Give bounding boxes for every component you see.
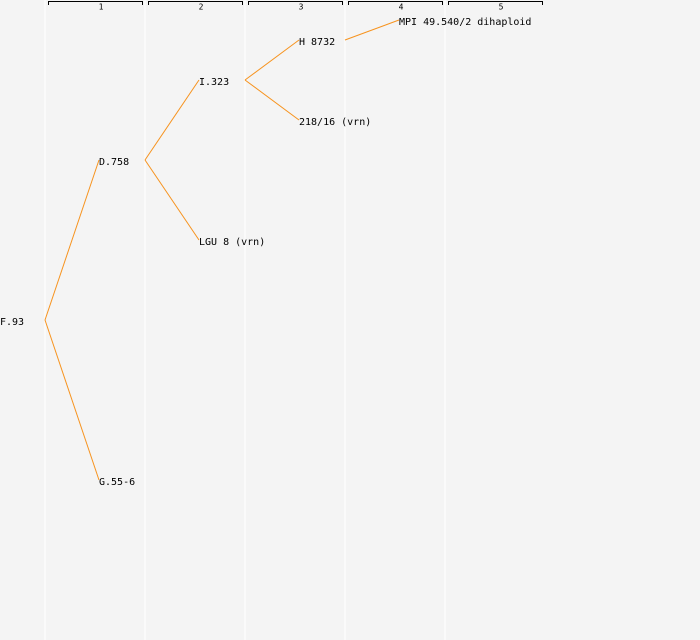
node-label: 218/16 (vrn) [299,117,371,128]
node-label: G.55-6 [99,477,135,488]
edge [144,79,200,161]
column-label: 2 [199,3,204,12]
column-headers: 1 2 3 4 5 [48,1,543,12]
edges [44,19,400,481]
column-label: 5 [499,3,504,12]
node-label: I.323 [199,77,229,88]
column-bracket [148,1,243,5]
edge [244,79,300,121]
column-label: 4 [399,3,404,12]
edge [244,39,300,81]
node-label: H 8732 [299,37,335,48]
node-label: D.758 [99,157,129,168]
column-bracket [448,1,543,5]
column-label: 3 [299,3,304,12]
column-bracket [48,1,143,5]
column-bracket [248,1,343,5]
column-bracket [348,1,443,5]
edge [144,159,200,241]
column-label: 1 [99,3,104,12]
column-lines [44,0,446,640]
node-label: F.93 [0,317,24,328]
nodes: F.93 D.758 G.55-6 I.323 LGU 8 (vrn) H 87… [0,17,531,488]
edge [344,19,400,41]
node-label: MPI 49.540/2 dihaploid [399,17,531,28]
node-label: LGU 8 (vrn) [199,237,265,248]
edge [44,159,100,321]
edge [44,319,100,481]
